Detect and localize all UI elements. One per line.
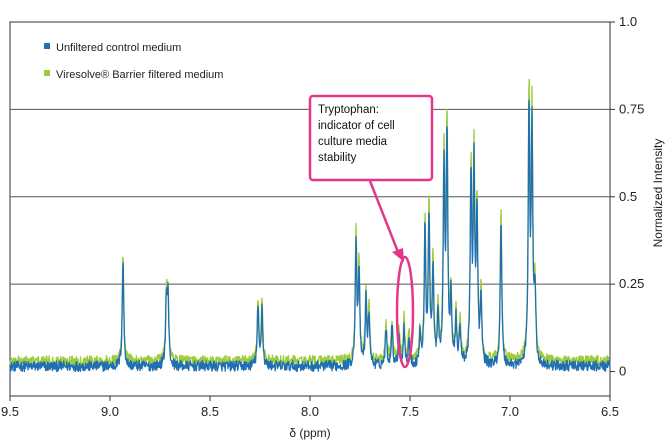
series-layer — [9, 78, 611, 373]
x-tick-label-3: 8.0 — [301, 404, 319, 419]
x-axis-title: δ (ppm) — [289, 426, 330, 440]
tryptophan-annotation: Tryptophan: indicator of cell culture me… — [308, 94, 434, 369]
x-tick-label-4: 7.5 — [401, 404, 419, 419]
legend-label-unfiltered: Unfiltered control medium — [56, 42, 181, 54]
y-tick-label-3: 0.75 — [619, 101, 644, 116]
annotation-line-4: stability — [318, 152, 357, 164]
y-tick-label-4: 1.0 — [619, 14, 637, 29]
legend: Unfiltered control medium Viresolve® Bar… — [44, 42, 223, 81]
y-axis: 0 0.25 0.5 0.75 1.0 — [610, 14, 644, 379]
annotation-line-3: culture media — [318, 136, 388, 148]
annotation-line-2: indicator of cell — [318, 120, 395, 132]
legend-swatch-unfiltered — [44, 43, 50, 49]
x-tick-label-6: 6.5 — [601, 404, 619, 419]
legend-label-viresolve: Viresolve® Barrier filtered medium — [56, 69, 223, 81]
x-tick-label-2: 8.5 — [201, 404, 219, 419]
x-tick-label-1: 9.0 — [101, 404, 119, 419]
annotation-highlight-ellipse — [395, 255, 415, 369]
annotation-line-1: Tryptophan: — [318, 104, 379, 116]
annotation-arrowhead — [392, 248, 404, 262]
y-tick-label-1: 0.25 — [619, 276, 644, 291]
x-tick-label-5: 7.0 — [501, 404, 519, 419]
x-tick-label-0: 9.5 — [1, 404, 19, 419]
series-line-0 — [9, 99, 611, 373]
legend-swatch-viresolve — [44, 70, 50, 76]
y-tick-label-2: 0.5 — [619, 189, 637, 204]
y-axis-title: Normalized Intensity — [651, 139, 665, 248]
x-axis: 9.5 9.0 8.5 8.0 7.5 7.0 6.5 — [1, 396, 619, 419]
y-tick-label-0: 0 — [619, 364, 626, 379]
annotation-arrow-line — [368, 180, 400, 253]
annotation-box — [308, 94, 434, 182]
